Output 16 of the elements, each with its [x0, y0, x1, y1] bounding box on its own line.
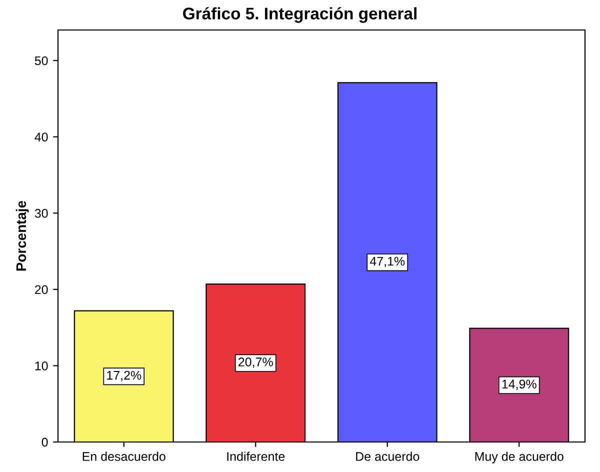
data-label: 14,9%	[502, 380, 536, 390]
y-tick-label: 0	[42, 438, 48, 447]
data-label: 47,1%	[370, 256, 405, 268]
y-tick-label: 30	[34, 208, 48, 218]
x-tick-label: De acuerdo	[356, 452, 420, 461]
x-tick-label: Muy de acuerdo	[475, 452, 564, 464]
x-tick-label: En desacuerdo	[82, 452, 166, 461]
y-tick-label: 50	[34, 56, 48, 66]
y-tick-label: 40	[34, 132, 48, 142]
chart-title: Gráfico 5. Integración general	[183, 7, 416, 23]
data-label: 20,7%	[238, 358, 273, 368]
x-tick-label: Indiferente	[227, 452, 285, 461]
y-tick-label: 20	[35, 285, 48, 294]
data-label: 17,2%	[107, 370, 142, 382]
y-tick-label: 10	[35, 362, 48, 370]
y-axis-title: Porcentaje	[16, 200, 29, 271]
